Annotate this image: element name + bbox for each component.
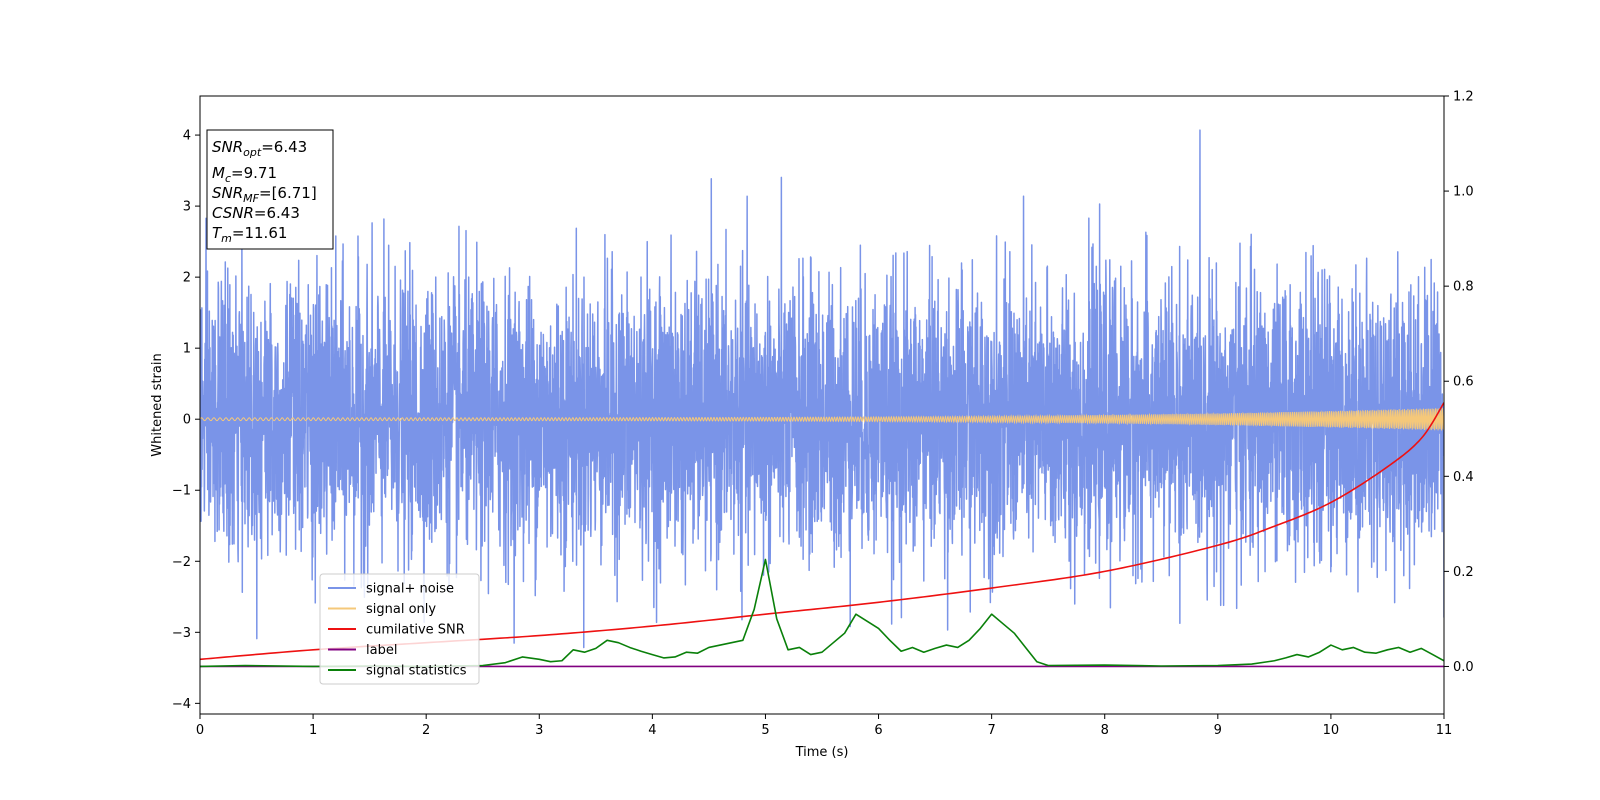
y-tick-label: 1 xyxy=(183,342,191,357)
legend-label: cumilative SNR xyxy=(366,623,465,638)
y2-tick-label: 0.4 xyxy=(1453,470,1474,485)
legend-item-signal-noise: signal+ noise xyxy=(328,582,454,597)
legend-items: signal+ noise signal only cumilative SNR la… xyxy=(328,582,467,679)
x-tick-label: 11 xyxy=(1436,723,1453,738)
annotation-csnr: CSNR=6.43 xyxy=(212,204,300,222)
x-tick-label: 9 xyxy=(1214,723,1222,738)
x-tick-label: 0 xyxy=(196,723,204,738)
y-tick-label: −2 xyxy=(172,555,191,570)
legend-label: signal only xyxy=(366,602,436,617)
y2-tick-label: 0.0 xyxy=(1453,660,1474,675)
y-tick-label: 2 xyxy=(183,271,191,286)
y2-tick-label: 1.0 xyxy=(1453,185,1474,200)
legend-item-signal-only: signal only xyxy=(328,602,436,617)
annotation-tm: Tm=11.61 xyxy=(212,224,287,245)
x-tick-label: 3 xyxy=(535,723,543,738)
legend-frame xyxy=(319,573,480,685)
x-tick-label: 6 xyxy=(874,723,882,738)
legend-item-signal-statistics: signal statistics xyxy=(328,664,467,679)
x-tick-label: 4 xyxy=(648,723,656,738)
x-axis-label: Time (s) xyxy=(795,745,849,760)
x-tick-label: 5 xyxy=(761,723,769,738)
x-tick-label: 7 xyxy=(987,723,995,738)
y-axis-ticks: −4 −3 −2 −1 0 1 2 3 4 xyxy=(172,129,200,712)
legend-label: signal statistics xyxy=(366,664,467,679)
annotation-frame xyxy=(206,129,334,250)
annotation-snr-mf: SNRMF=[6.71] xyxy=(212,184,317,205)
series-signal-statistics xyxy=(200,558,1444,668)
x-axis-ticks: 0 1 2 3 4 5 6 7 8 9 10 11 xyxy=(196,714,1452,738)
x-tick-label: 10 xyxy=(1323,723,1340,738)
y-tick-label: −1 xyxy=(172,484,191,499)
plot-frame xyxy=(199,95,1445,715)
y-axis-label: Whitened strain xyxy=(150,353,165,456)
legend-label: signal+ noise xyxy=(366,582,454,597)
y2-axis-ticks: 0.0 0.2 0.4 0.6 0.8 1.0 1.2 xyxy=(1444,90,1474,675)
legend-item-label: label xyxy=(328,643,397,658)
legend-item-cumilative-snr: cumilative SNR xyxy=(328,623,465,638)
y2-tick-label: 0.8 xyxy=(1453,280,1474,295)
annotation-mc: Mc=9.71 xyxy=(212,164,277,185)
annotation-box: SNRopt=6.43 Mc=9.71 SNRMF=[6.71] CSNR=6.… xyxy=(206,129,334,250)
y-tick-label: 3 xyxy=(183,200,191,215)
y-tick-label: −3 xyxy=(172,626,191,641)
x-tick-label: 2 xyxy=(422,723,430,738)
legend-label: label xyxy=(366,643,397,658)
y2-tick-label: 1.2 xyxy=(1453,90,1474,105)
series-signal-only xyxy=(200,408,1444,431)
y2-tick-label: 0.2 xyxy=(1453,565,1474,580)
x-tick-label: 1 xyxy=(309,723,317,738)
x-tick-label: 8 xyxy=(1101,723,1109,738)
y-tick-label: −4 xyxy=(172,697,191,712)
legend: signal+ noise signal only cumilative SNR la… xyxy=(319,573,480,685)
y-tick-label: 4 xyxy=(183,129,191,144)
y-tick-label: 0 xyxy=(183,413,191,428)
series-signal-noise xyxy=(200,129,1444,649)
annotation-snr-opt: SNRopt=6.43 xyxy=(212,138,307,159)
y2-tick-label: 0.6 xyxy=(1453,375,1474,390)
